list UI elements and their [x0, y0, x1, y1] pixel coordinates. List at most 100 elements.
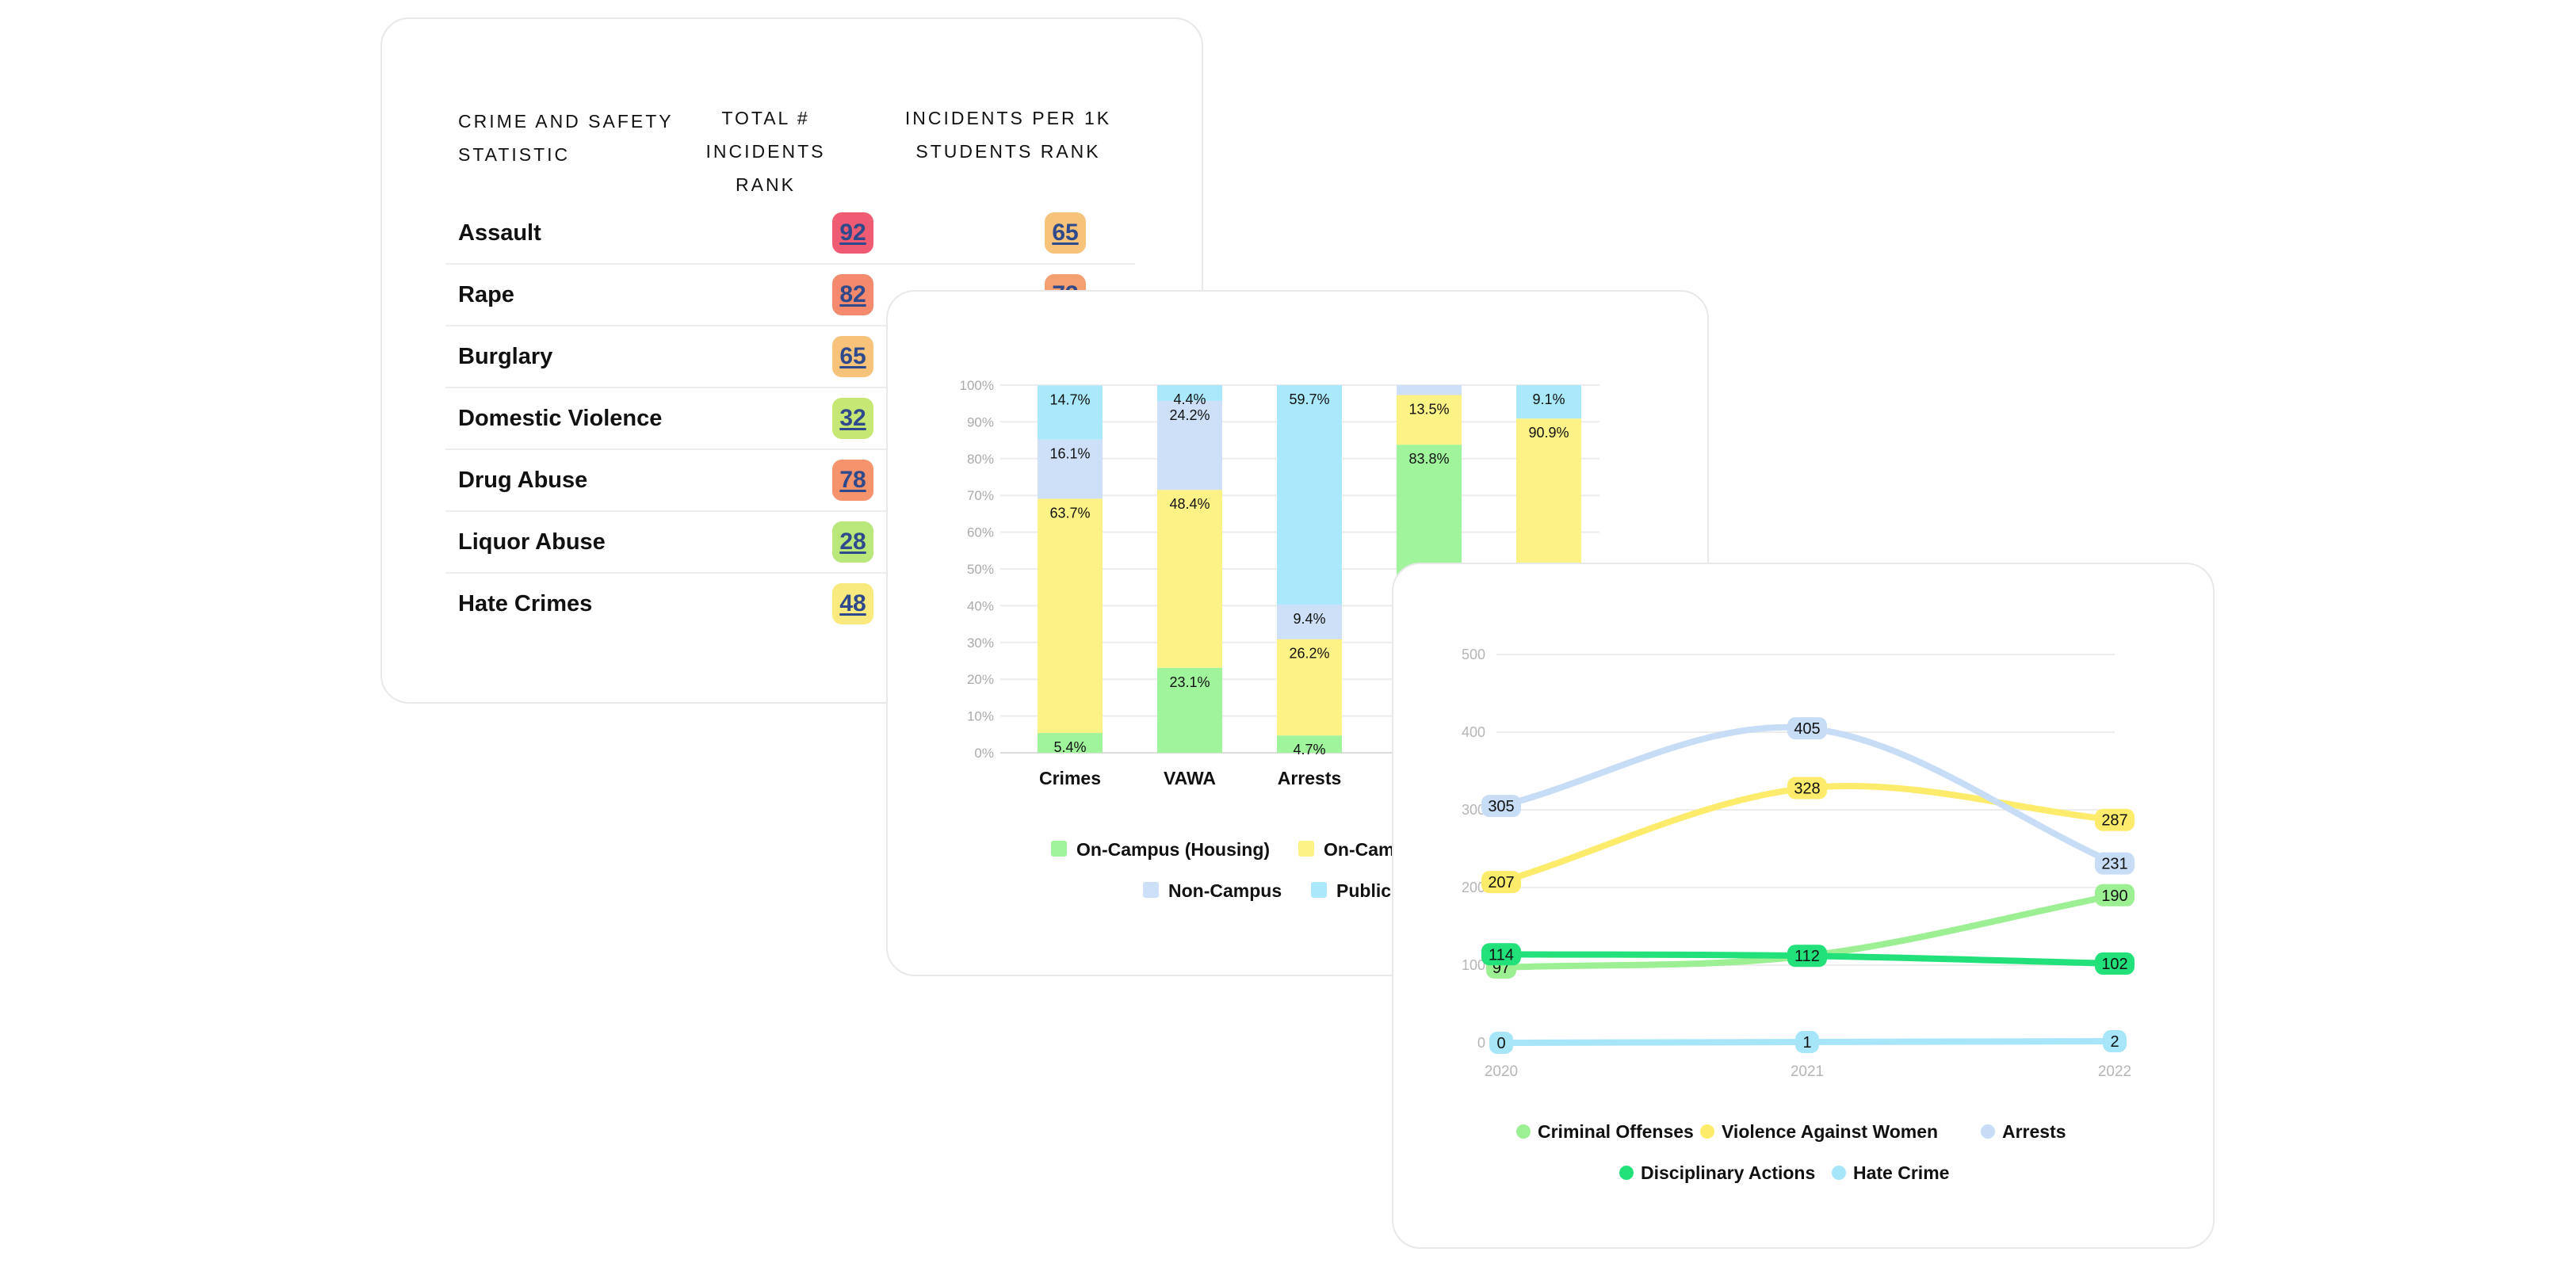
line-y-tick-label: 300: [1462, 802, 1485, 818]
row-statistic-name: Drug Abuse: [458, 468, 588, 493]
line-point-marker: [1787, 777, 1827, 800]
line-y-tick-label: 400: [1462, 724, 1485, 740]
header-statistic-line1: CRIME AND SAFETY: [458, 111, 674, 132]
line-point-marker: [1489, 1032, 1513, 1054]
total-rank-badge[interactable]: 92: [832, 212, 873, 254]
total-rank-badge[interactable]: 82: [832, 274, 873, 315]
total-rank-badge[interactable]: 78: [832, 460, 873, 501]
total-rank-badge[interactable]: 65: [832, 336, 873, 377]
bar-y-tick-label: 0%: [974, 746, 994, 761]
line-legend-label: Hate Crime: [1853, 1162, 1949, 1183]
line-chart-card: 0 100 200 300 400 500 2020 2021 2022 0 1 2 97 190 114 1…: [1392, 563, 2215, 1249]
line-legend-swatch: [1832, 1166, 1846, 1180]
line-y-tick-label: 200: [1462, 880, 1485, 895]
header-total-line2: INCIDENTS RANK: [705, 141, 826, 195]
bar-segment: [1157, 385, 1222, 401]
row-statistic-name: Assault: [458, 220, 541, 246]
bar-segment: [1397, 395, 1462, 445]
bar-y-tick-label: 20%: [967, 672, 994, 687]
total-rank-badge[interactable]: 28: [832, 521, 873, 563]
line-y-tick-label: 0: [1477, 1035, 1485, 1051]
line-point-marker: [2095, 884, 2135, 906]
line-data-label: 0: [1496, 1035, 1505, 1052]
bar-segment: [1038, 439, 1103, 499]
row-statistic-name: Liquor Abuse: [458, 529, 606, 555]
line-legend-swatch: [1619, 1166, 1634, 1180]
table-row: Drug Abuse 78: [445, 450, 1135, 512]
line-data-label: 305: [1488, 798, 1514, 815]
bar-category-label: VAWA: [1164, 768, 1216, 788]
table-row: Hate Crimes 48: [445, 574, 1135, 634]
row-statistic-name: Domestic Violence: [458, 406, 663, 431]
bar-data-label: 5.4%: [1053, 739, 1086, 755]
line-point-marker: [1787, 717, 1827, 740]
header-statistic-line2: STATISTIC: [458, 144, 571, 165]
line-y-tick-label: 100: [1462, 957, 1485, 973]
header-statistic: CRIME AND SAFETY STATISTIC: [458, 105, 674, 171]
line-point-marker: [2095, 952, 2135, 975]
bar-y-tick-label: 40%: [967, 598, 994, 613]
bar-data-label: 26.2%: [1289, 646, 1329, 662]
line-data-label: 190: [2101, 887, 2127, 905]
bar-legend: On-Campus (Housing) On-Cam Non-Campus Publi…: [1051, 839, 1394, 901]
bar-y-tick-label: 90%: [967, 414, 994, 429]
stacked-bar-chart-card: 0% 10% 20% 30% 40% 50% 60% 70% 80% 90% 100% 5.4% 63.…: [886, 290, 1709, 976]
header-total-line1: TOTAL #: [721, 108, 810, 128]
bar-y-tick-label: 70%: [967, 488, 994, 503]
header-per1k-line1: INCIDENTS PER 1K: [904, 108, 1112, 128]
bar-legend-label: On-Campus (Housing): [1076, 839, 1270, 860]
line-data-label: 405: [1794, 720, 1820, 738]
line-legend-swatch: [1981, 1124, 1995, 1139]
bar-segment: [1157, 490, 1222, 668]
bar-data-label: 9.1%: [1532, 391, 1565, 407]
bar-segment: [1157, 667, 1222, 753]
bar-legend-swatch: [1051, 841, 1067, 857]
line-data-label: 2: [2110, 1033, 2119, 1051]
bar-data-label: 90.9%: [1528, 425, 1569, 441]
bar-legend-label: Public: [1336, 880, 1391, 901]
row-statistic-name: Hate Crimes: [458, 591, 593, 616]
bar-y-tick-label: 100%: [960, 378, 994, 393]
bar-segment: [1277, 605, 1342, 639]
bar-data-label: 59.7%: [1289, 391, 1329, 407]
table-row: Burglary 65: [445, 326, 1135, 388]
line-x-tick-label: 2022: [2098, 1063, 2131, 1080]
row-statistic-name: Burglary: [458, 344, 553, 369]
table-row: Domestic Violence 32: [445, 388, 1135, 450]
bar-data-label: 23.1%: [1169, 674, 1210, 690]
bar-segment: [1038, 498, 1103, 733]
line-data-label: 207: [1488, 874, 1514, 891]
bar-segment: [1277, 639, 1342, 736]
bar-segment: [1038, 385, 1103, 440]
header-total-rank: TOTAL # INCIDENTS RANK: [675, 101, 856, 201]
bar-data-label: 4.7%: [1293, 742, 1325, 758]
bar-category-label: Crimes: [1039, 768, 1101, 788]
line-point-marker: [1481, 795, 1521, 818]
line-x-tick-label: 2020: [1485, 1063, 1518, 1080]
line-data-label: 112: [1794, 948, 1820, 965]
bar-y-tick-label: 10%: [967, 709, 994, 724]
total-rank-badge[interactable]: 32: [832, 398, 873, 439]
line-point-marker: [1795, 1031, 1819, 1054]
bar-data-label: 9.4%: [1293, 611, 1325, 627]
bar-legend-label: Non-Campus: [1168, 880, 1282, 901]
bar-legend-swatch: [1311, 882, 1327, 898]
bar-segment: [1397, 385, 1462, 395]
bar-segment: [1277, 735, 1342, 753]
row-statistic-name: Rape: [458, 282, 514, 307]
total-rank-badge[interactable]: 48: [832, 583, 873, 624]
bar-data-label: 13.5%: [1408, 402, 1449, 418]
line-data-label: 114: [1489, 946, 1514, 964]
line-legend-label: Violence Against Women: [1722, 1121, 1938, 1142]
line-legend: Criminal Offenses Violence Against Women A…: [1516, 1121, 2066, 1183]
bar-y-tick-label: 30%: [967, 636, 994, 651]
per1k-rank-badge[interactable]: 65: [1045, 212, 1086, 254]
line-point-marker: [1787, 945, 1827, 968]
header-per1k-rank: INCIDENTS PER 1K STUDENTS RANK: [889, 101, 1127, 168]
bar-segment: [1516, 385, 1581, 419]
line-series-path: [1498, 782, 2118, 886]
bar-y-tick-label: 80%: [967, 452, 994, 467]
bar-data-label: 16.1%: [1049, 446, 1090, 462]
line-data-label: 328: [1794, 781, 1820, 798]
